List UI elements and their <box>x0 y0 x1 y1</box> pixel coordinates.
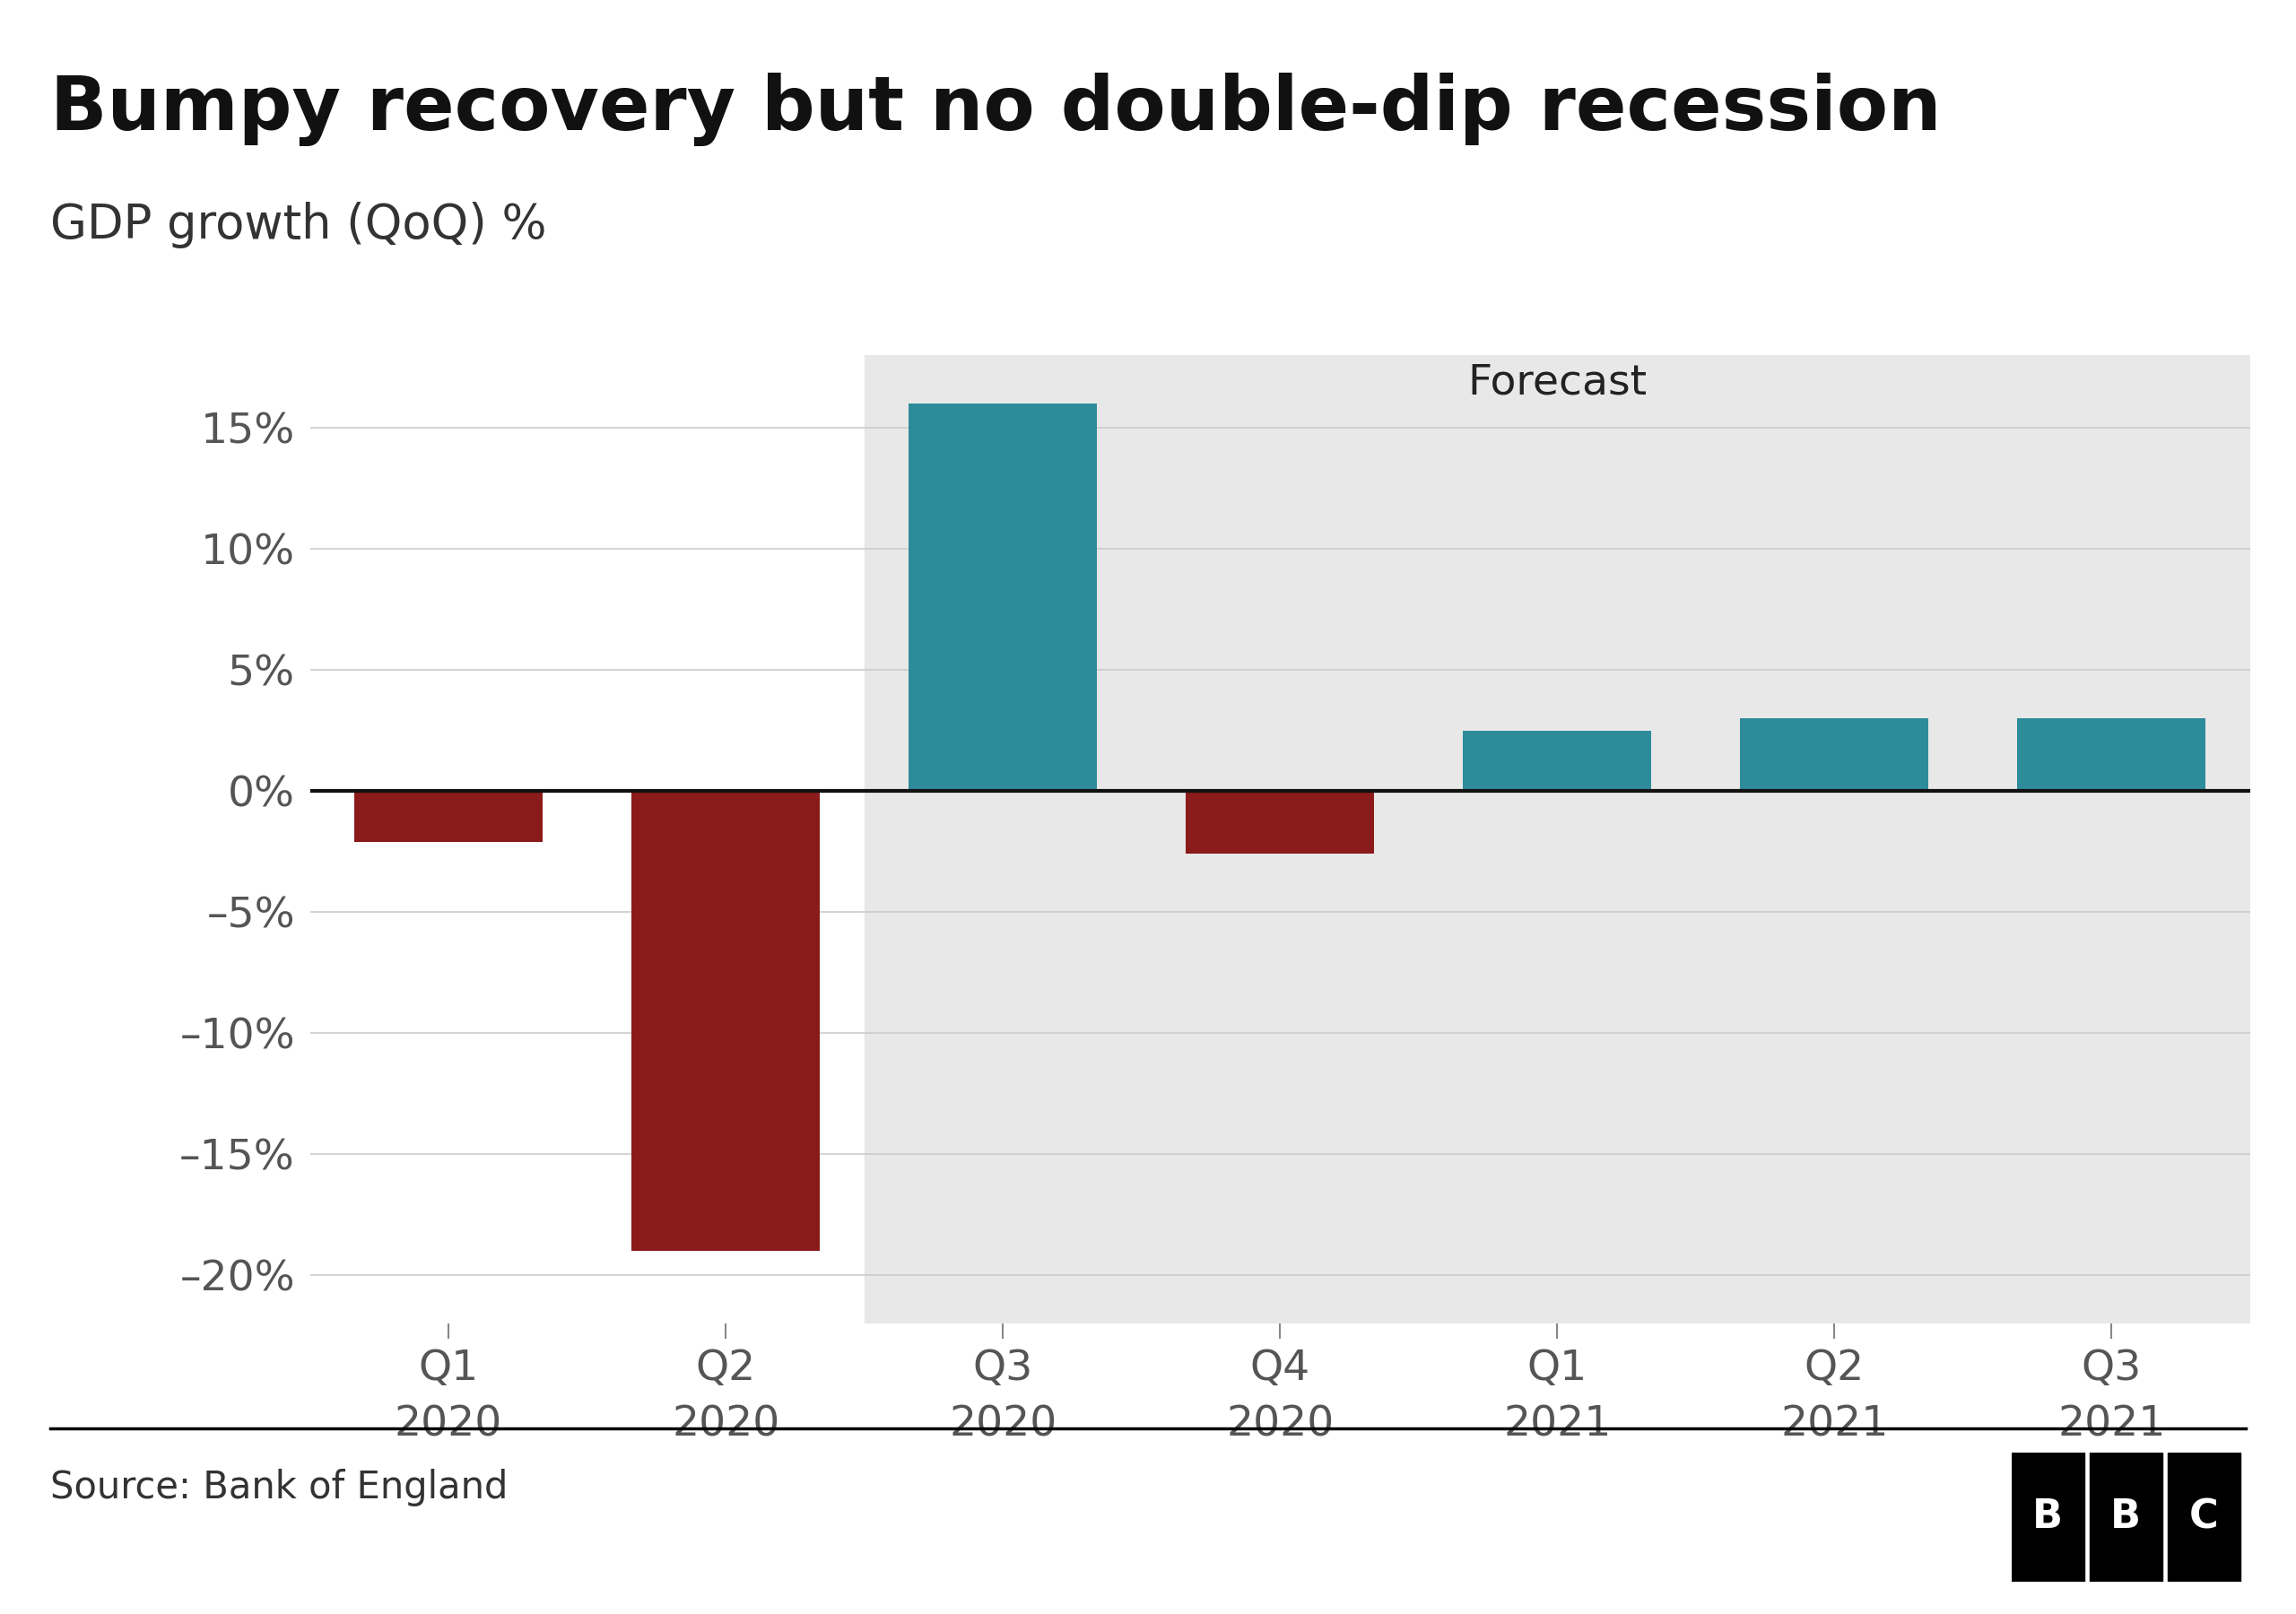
FancyBboxPatch shape <box>2011 1453 2085 1582</box>
Text: Bumpy recovery but no double-dip recession: Bumpy recovery but no double-dip recessi… <box>51 73 1942 147</box>
Bar <box>2018 718 2206 791</box>
Bar <box>909 404 1097 791</box>
Bar <box>1185 791 1375 854</box>
FancyBboxPatch shape <box>2167 1453 2241 1582</box>
Bar <box>863 355 2250 1323</box>
Bar <box>631 791 820 1251</box>
Text: Source: Bank of England: Source: Bank of England <box>51 1469 507 1506</box>
Bar <box>354 791 542 843</box>
Text: C: C <box>2188 1498 2218 1537</box>
Text: GDP growth (QoQ) %: GDP growth (QoQ) % <box>51 202 546 249</box>
Text: B: B <box>2032 1498 2064 1537</box>
Bar <box>1740 718 1929 791</box>
FancyBboxPatch shape <box>2089 1453 2163 1582</box>
Text: B: B <box>2110 1498 2142 1537</box>
Text: Forecast: Forecast <box>1467 362 1646 402</box>
Bar <box>310 355 863 1323</box>
Bar <box>1463 730 1651 791</box>
